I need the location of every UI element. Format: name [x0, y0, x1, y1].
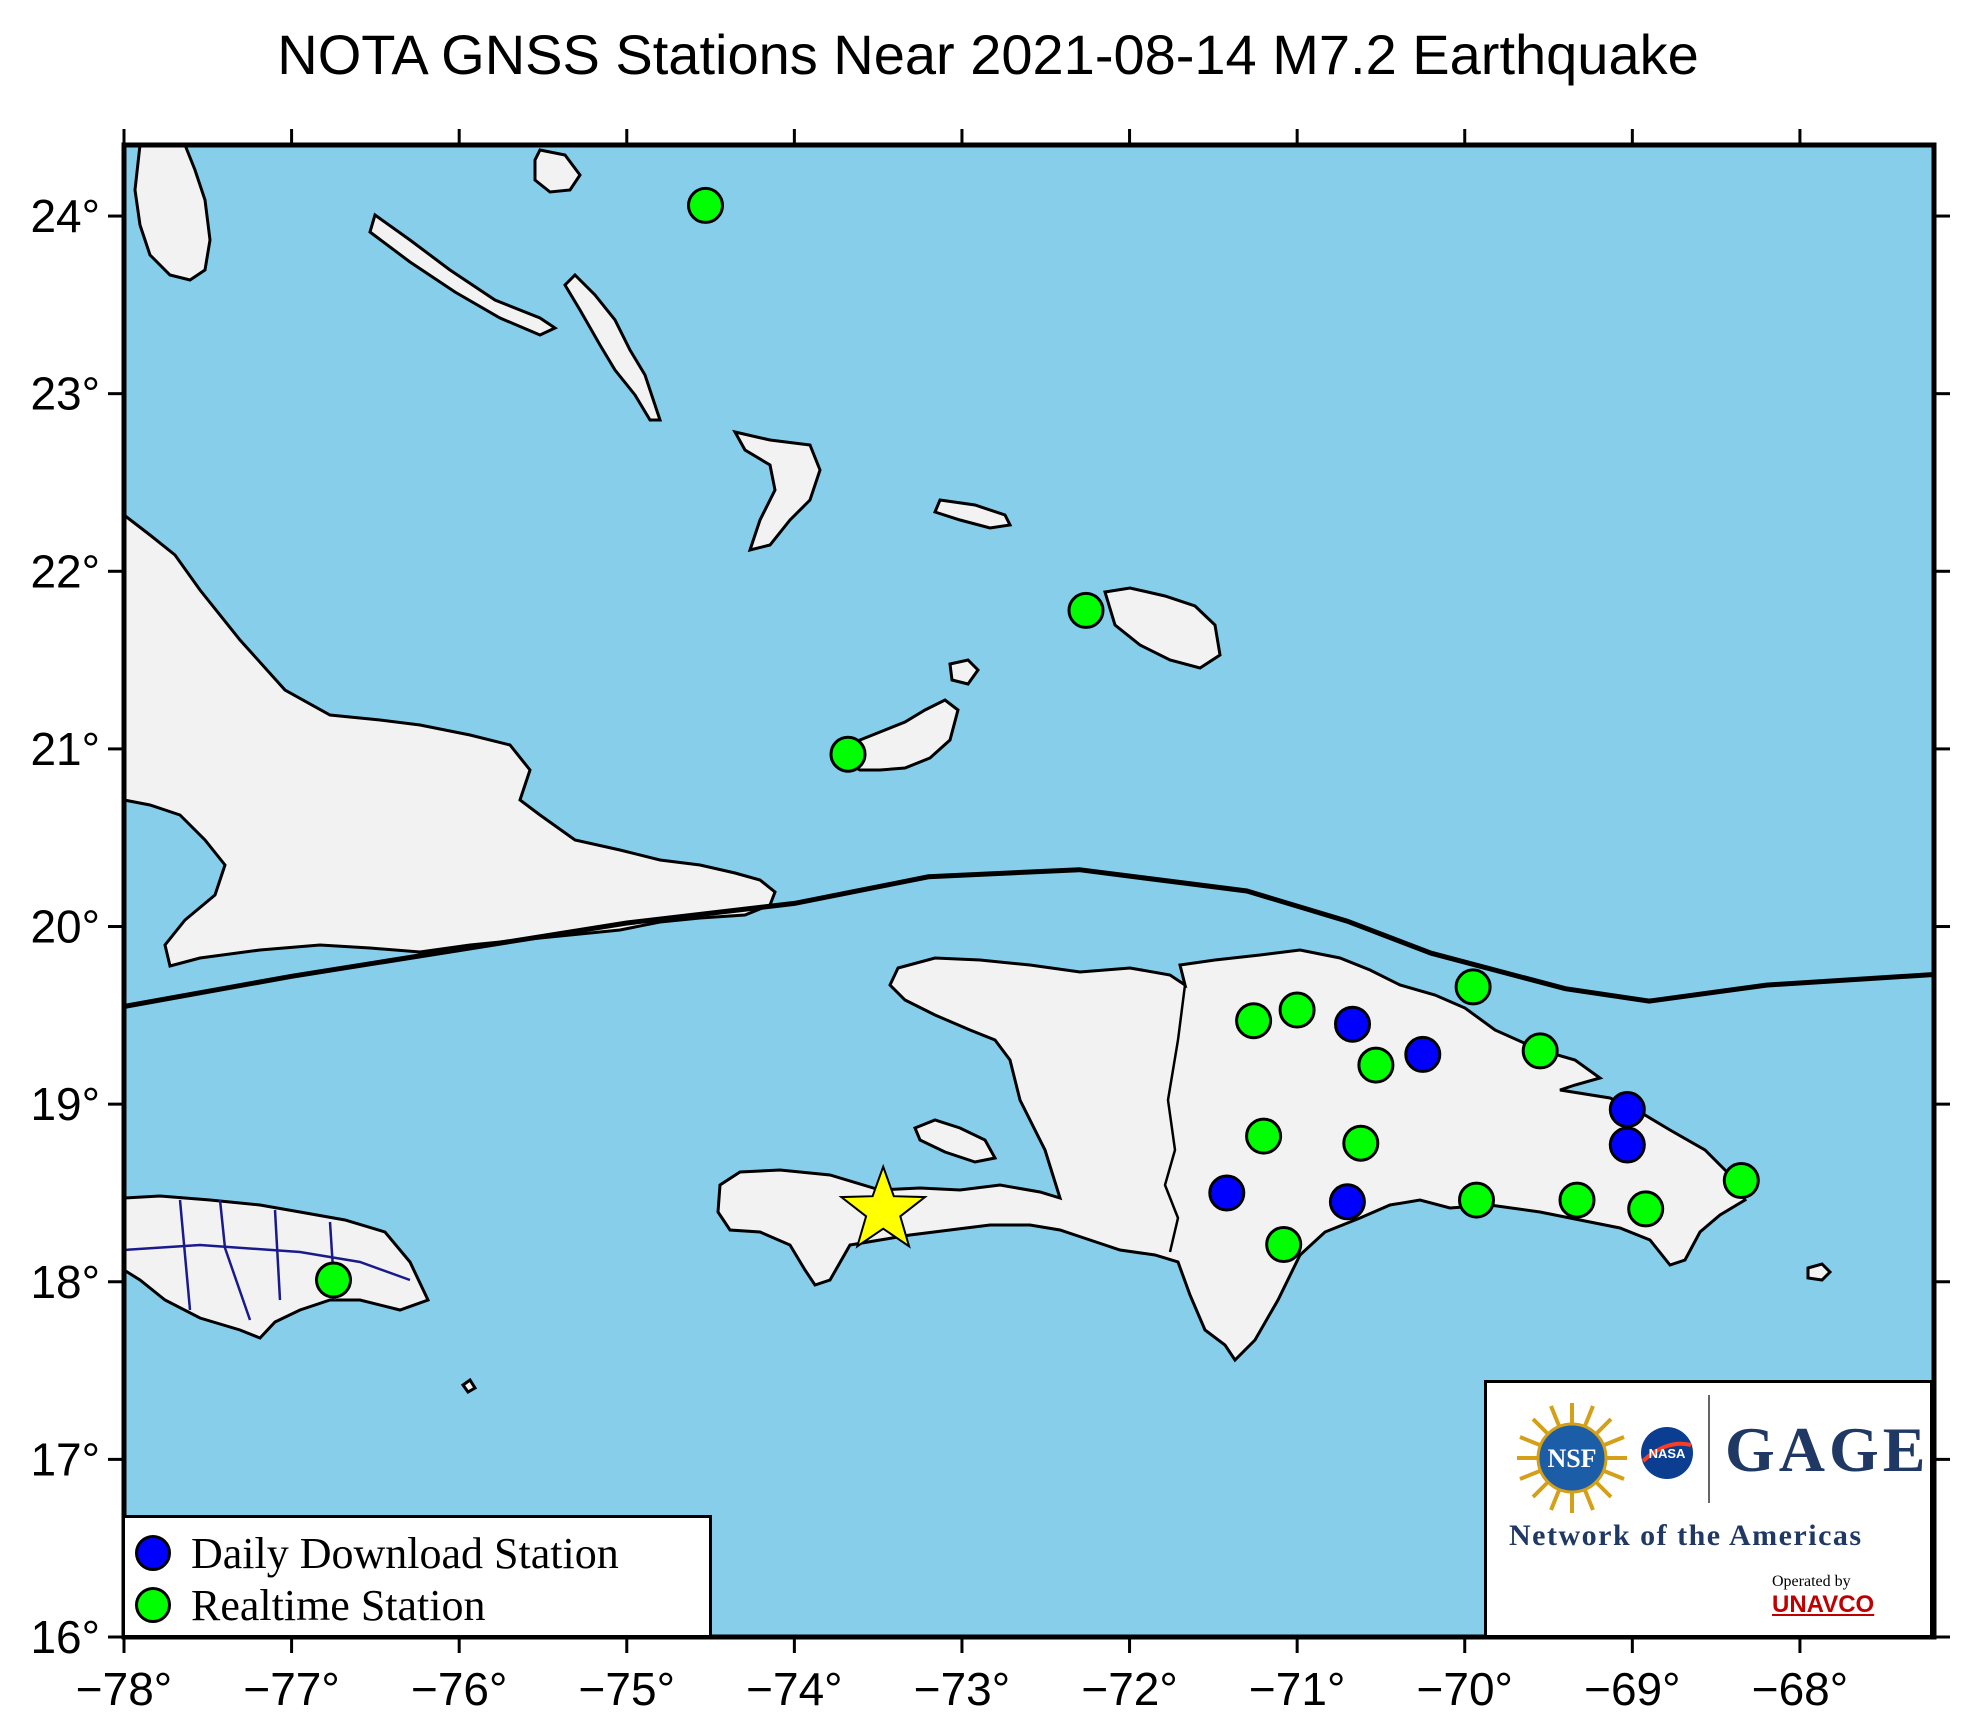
x-tick-label: −73° [914, 1663, 1010, 1715]
map-title: NOTA GNSS Stations Near 2021-08-14 M7.2 … [277, 23, 1699, 86]
gage-logo-text: GAGE [1725, 1414, 1930, 1485]
jamaica-landmass [124, 1194, 431, 1340]
realtime-station-marker[interactable] [1521, 1032, 1559, 1070]
y-tick-label: 23° [30, 368, 100, 420]
realtime-station-legend-icon [135, 1587, 171, 1623]
hispaniola-landmass [716, 948, 1748, 1363]
x-tick-label: −77° [243, 1663, 339, 1715]
parish-border [273, 1209, 282, 1301]
x-tick-label: −68° [1752, 1663, 1848, 1715]
realtime-station-marker[interactable] [1357, 1046, 1395, 1084]
y-tick-label: 18° [30, 1256, 100, 1308]
nasa-logo-icon: NASA [1641, 1427, 1693, 1479]
station-markers [315, 186, 1760, 1299]
operated-by-text: Operated by [1772, 1573, 1851, 1590]
y-tick-label: 16° [30, 1611, 100, 1663]
great-inagua-island [839, 698, 960, 772]
y-tick-label: 22° [30, 545, 100, 597]
nasa-logo-text: NASA [1649, 1446, 1686, 1461]
x-tick-label: −70° [1417, 1663, 1513, 1715]
jamaica-parish-borders [124, 1199, 411, 1321]
bahamas-island-e [368, 212, 559, 337]
y-tick-label: 21° [30, 723, 100, 775]
bahamas-island-a [932, 498, 1013, 530]
y-tick-label: 19° [30, 1078, 100, 1130]
realtime-station-marker[interactable] [1722, 1162, 1760, 1199]
x-tick-label: −69° [1584, 1663, 1680, 1715]
daily-station-marker[interactable] [1208, 1174, 1246, 1212]
haiti-dr-border [1163, 984, 1187, 1253]
legend: Daily Download Station Realtime Station [122, 1515, 712, 1638]
realtime-station-marker[interactable] [687, 186, 724, 224]
nsf-logo-icon: NSF [1517, 1403, 1627, 1513]
unavco-logo-text: UNAVCO [1772, 1591, 1875, 1618]
nsf-logo-text: NSF [1547, 1444, 1596, 1473]
logo-divider [1708, 1395, 1710, 1503]
caicos-islands [1103, 586, 1222, 670]
plate-boundary-line [124, 867, 1934, 1009]
y-tick-label: 24° [30, 190, 100, 242]
realtime-station-marker[interactable] [1454, 968, 1492, 1006]
realtime-station-marker[interactable] [1458, 1181, 1495, 1219]
legend-label-realtime: Realtime Station [191, 1580, 486, 1630]
realtime-station-marker[interactable] [315, 1261, 352, 1299]
gonave-island [913, 1118, 998, 1164]
realtime-station-marker[interactable] [1627, 1190, 1665, 1228]
epicenter-star-icon[interactable] [838, 1163, 928, 1249]
realtime-station-marker[interactable] [1342, 1124, 1380, 1162]
navassa-island [460, 1377, 478, 1394]
daily-station-marker[interactable] [1328, 1183, 1366, 1221]
x-tick-label: −72° [1081, 1663, 1177, 1715]
daily-station-marker[interactable] [1608, 1091, 1646, 1128]
axis-ticks: −78° −77° −76° −75° −74° −73° −72° −71° −70° −69°… [30, 129, 1950, 1715]
network-of-the-americas-text: Network of the Americas [1509, 1519, 1863, 1552]
x-tick-label: −75° [579, 1663, 675, 1715]
realtime-station-marker[interactable] [1558, 1181, 1596, 1219]
sponsor-logos: NSF NASA GAGE Network of the Americas Op… [1484, 1380, 1933, 1638]
realtime-station-marker[interactable] [1265, 1226, 1303, 1263]
daily-station-marker[interactable] [1608, 1126, 1646, 1164]
x-tick-label: −76° [411, 1663, 507, 1715]
y-tick-label: 17° [30, 1433, 100, 1485]
x-tick-label: −74° [746, 1663, 842, 1715]
realtime-station-marker[interactable] [1245, 1117, 1283, 1155]
daily-station-marker[interactable] [1404, 1035, 1442, 1073]
landmasses [124, 145, 1833, 1394]
turks-island-small [948, 658, 980, 686]
bahamas-island-c [563, 272, 663, 422]
bahamas-island-d [533, 148, 582, 194]
mona-island [1806, 1262, 1833, 1282]
legend-label-daily: Daily Download Station [191, 1528, 619, 1578]
realtime-station-marker[interactable] [1235, 1002, 1273, 1040]
map-frame [121, 142, 1937, 1640]
legend-item-realtime: Realtime Station [135, 1580, 486, 1630]
y-tick-label: 20° [30, 901, 100, 953]
daily-station-legend-icon [135, 1535, 171, 1571]
realtime-station-marker[interactable] [1067, 591, 1105, 629]
daily-station-marker[interactable] [1334, 1005, 1371, 1043]
realtime-station-marker[interactable] [829, 735, 867, 773]
legend-item-daily: Daily Download Station [135, 1528, 619, 1578]
parish-border [124, 1243, 411, 1282]
realtime-station-marker[interactable] [1278, 991, 1316, 1029]
x-tick-label: −78° [76, 1663, 172, 1715]
bahamas-island-b [732, 429, 822, 553]
florida-landmass [133, 145, 212, 282]
x-tick-label: −71° [1249, 1663, 1345, 1715]
parish-border [178, 1199, 192, 1311]
